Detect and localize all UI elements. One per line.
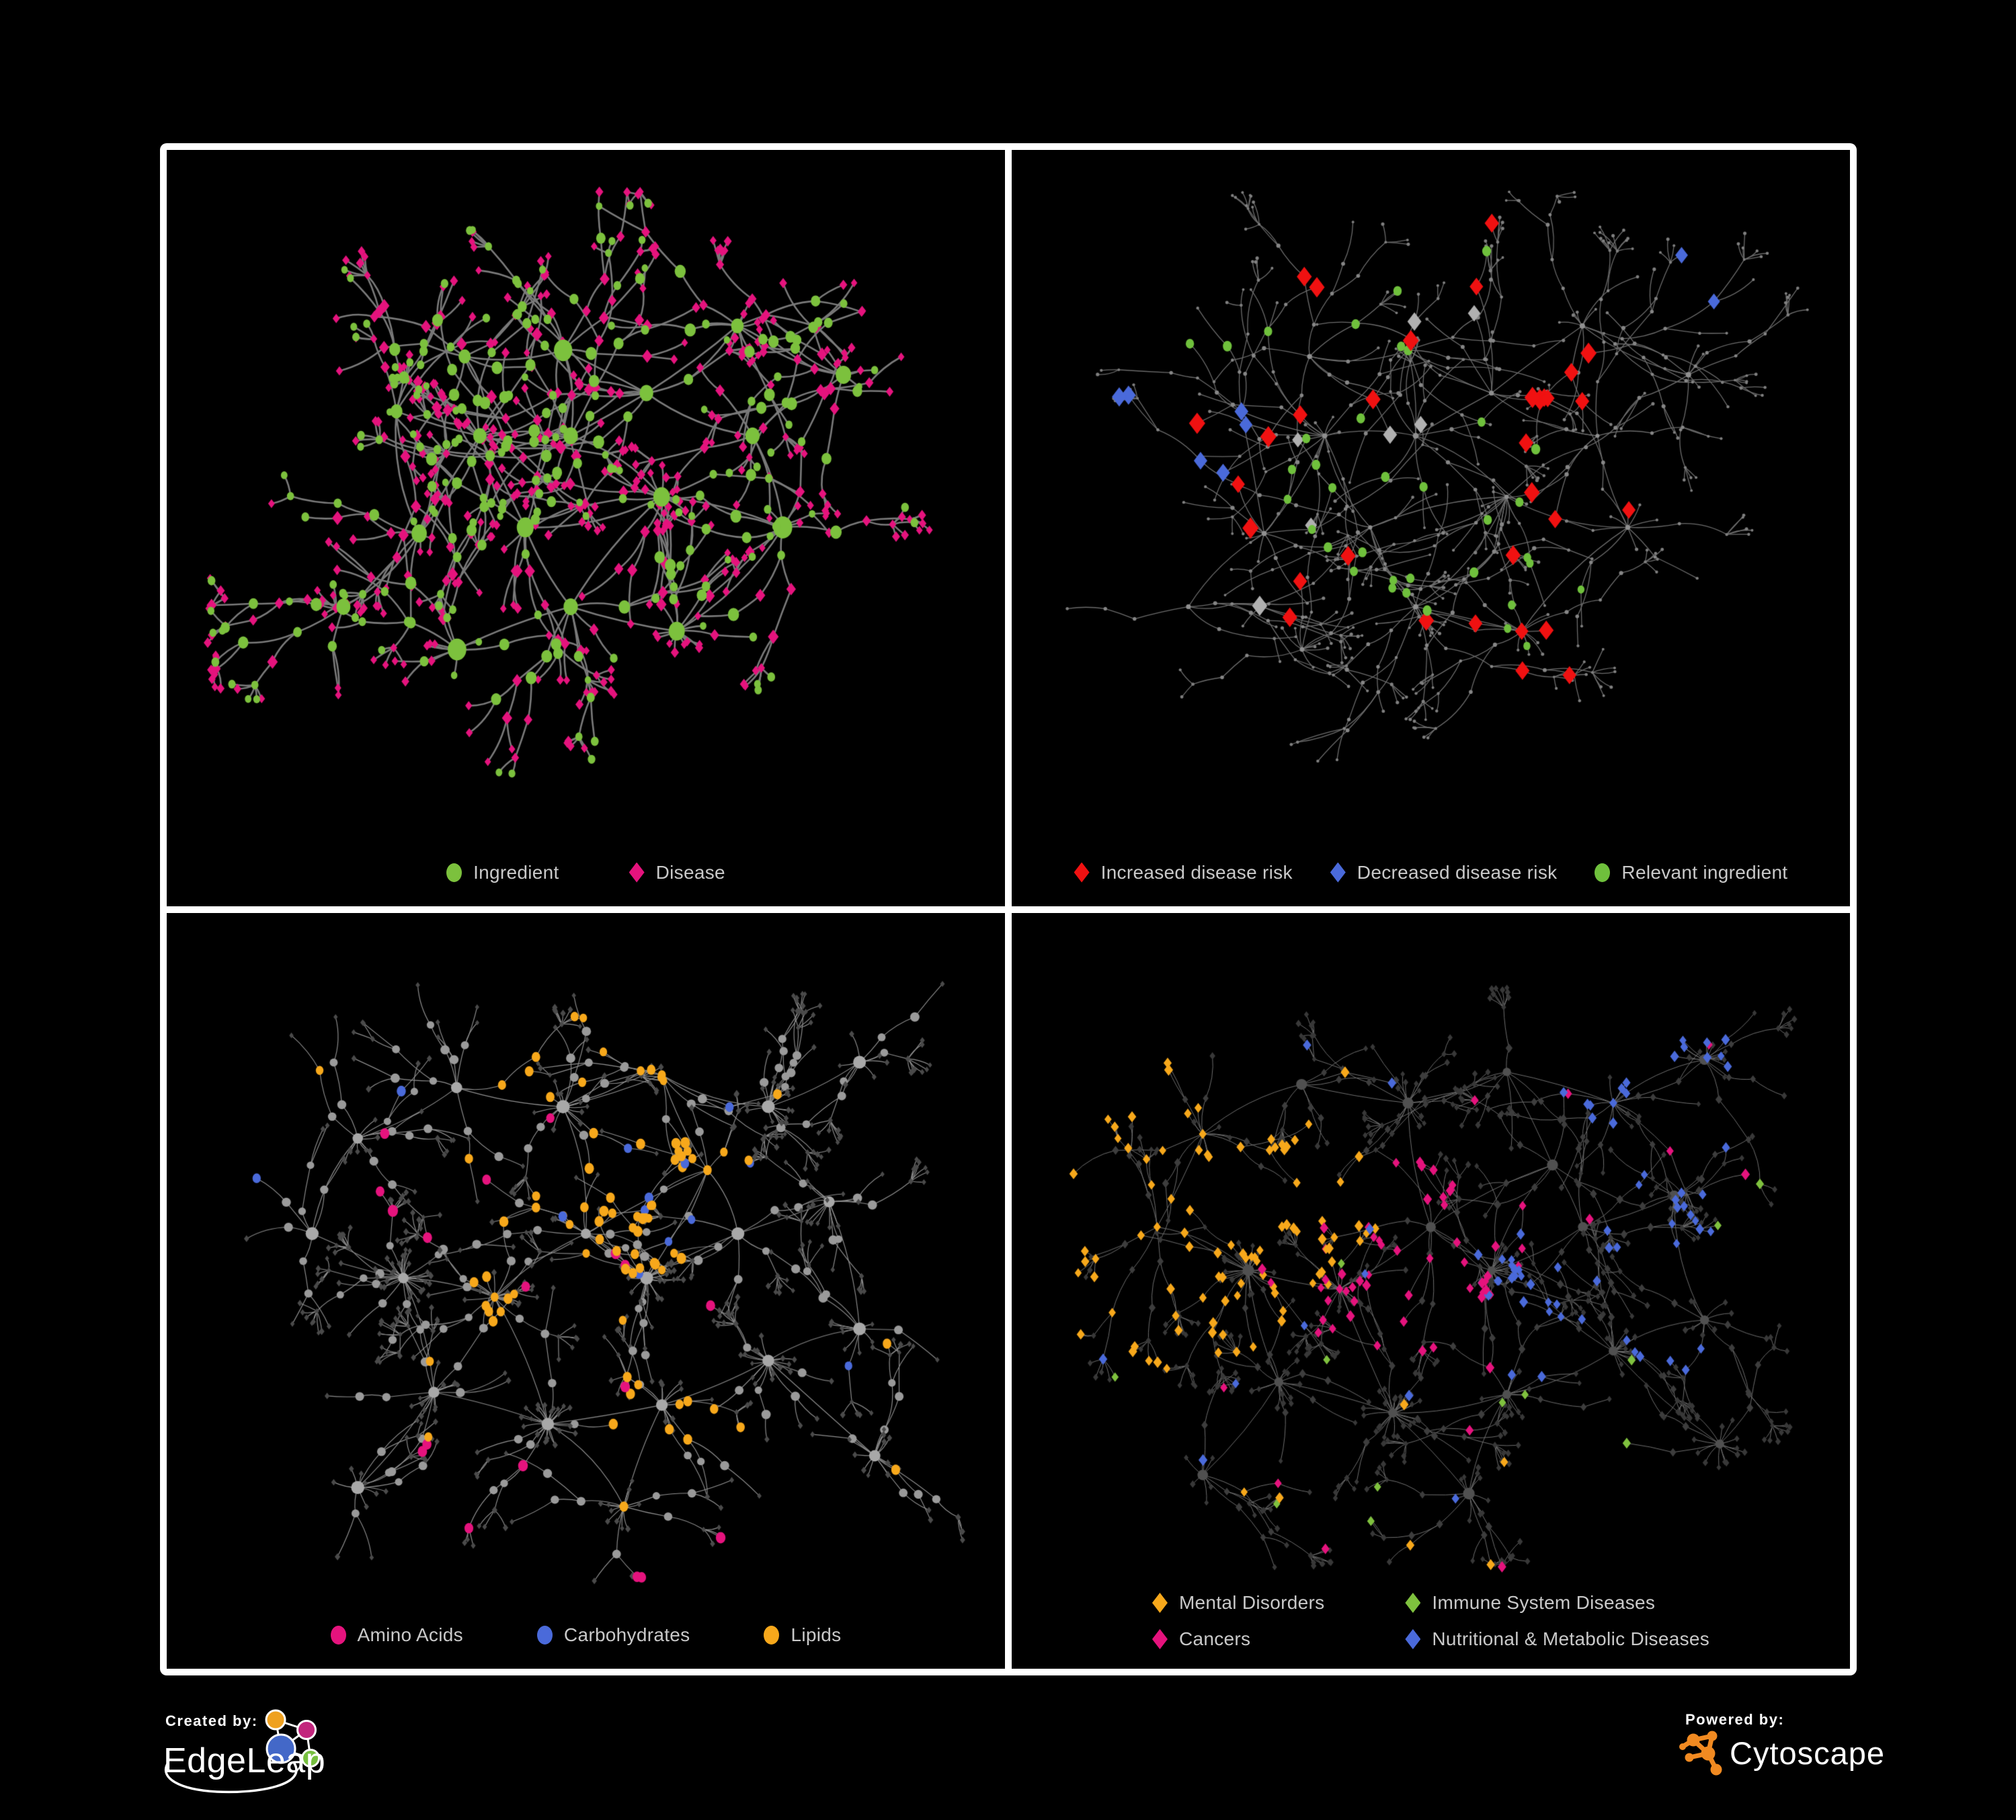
legend-ingredient-disease: Ingredient Disease [167,862,1005,883]
legend-label: Immune System Diseases [1432,1592,1656,1613]
panel-ingredient-disease: Ingredient Disease [167,150,1005,906]
legend-item: Amino Acids [330,1624,463,1646]
legend-item: Relevant ingredient [1595,862,1787,883]
carbohydrates-marker-icon [536,1626,553,1645]
network-canvas-ingredient-disease [167,150,1005,906]
created-by-label: Created by: [165,1712,258,1729]
legend-label: Nutritional & Metabolic Diseases [1432,1628,1710,1649]
legend-item: Nutritional & Metabolic Diseases [1405,1628,1709,1650]
powered-by-label: Powered by: [1685,1711,1784,1728]
decreased-risk-marker-icon [1330,862,1346,883]
lipids-marker-icon [764,1626,780,1645]
network-canvas-disease-risk [1012,150,1850,906]
disease-marker-icon [629,862,645,883]
legend-label: Relevant ingredient [1621,861,1788,883]
legend-label: Decreased disease risk [1357,861,1558,883]
panel-disease-categories: Mental Disorders Immune System Diseases … [1012,912,1850,1669]
relevant-ingredient-marker-icon [1595,863,1611,882]
legend-item: Carbohydrates [536,1624,690,1646]
legend-item: Disease [629,862,725,883]
edgeleap-node-green [301,1749,320,1768]
network-canvas-nutrient-groups [167,912,1005,1669]
legend-item: Increased disease risk [1074,862,1293,883]
legend-label: Mental Disorders [1178,1592,1325,1613]
legend-label: Disease [655,861,725,883]
legend-disease-risk: Increased disease risk Decreased disease… [1012,862,1850,883]
edgeleap-node-orange [265,1709,286,1731]
legend-item: Ingredient [446,862,559,883]
immune-system-marker-icon [1405,1593,1421,1613]
cancers-marker-icon [1152,1629,1168,1649]
edgeleap-node-blue [266,1733,296,1764]
panel-disease-risk: Increased disease risk Decreased disease… [1012,150,1850,906]
edgeleap-logo-icon: Created by: EdgeLeap [163,1709,325,1794]
legend-disease-categories: Mental Disorders Immune System Diseases … [1012,1592,1850,1650]
ingredient-marker-icon [446,863,462,882]
legend-label: Carbohydrates [563,1624,690,1645]
legend-item: Mental Disorders [1152,1592,1324,1614]
network-canvas-disease-categories [1012,912,1850,1669]
legend-label: Amino Acids [357,1624,463,1645]
mental-disorders-marker-icon [1152,1593,1168,1613]
legend-item: Cancers [1152,1628,1324,1650]
cytoscape-icon [1679,1731,1722,1776]
legend-label: Cancers [1178,1628,1251,1649]
legend-label: Lipids [791,1624,842,1645]
legend-item: Lipids [764,1624,841,1646]
nutritional-metabolic-marker-icon [1405,1629,1421,1649]
legend-item: Immune System Diseases [1405,1592,1709,1614]
edgeleap-swoosh [164,1762,298,1794]
legend-nutrient-groups: Amino Acids Carbohydrates Lipids [167,1624,1005,1646]
legend-label: Ingredient [473,861,559,883]
panel-grid: Ingredient Disease Increased disease ris… [160,143,1857,1675]
edgeleap-wordmark: EdgeLeap [163,1741,325,1780]
panel-nutrient-groups: Amino Acids Carbohydrates Lipids [167,912,1005,1669]
amino-acids-marker-icon [330,1626,346,1645]
legend-item: Decreased disease risk [1330,862,1558,883]
cytoscape-wordmark: Cytoscape [1730,1735,1885,1771]
increased-risk-marker-icon [1074,862,1090,883]
cytoscape-logo-icon: Powered by: Cytoscape [1679,1711,1885,1776]
cytoscape-logo: Powered by: Cytoscape [1677,1706,1973,1787]
legend-label: Increased disease risk [1100,861,1293,883]
edgeleap-logo: Created by: EdgeLeap [160,1706,362,1820]
edgeleap-node-magenta [296,1720,317,1740]
